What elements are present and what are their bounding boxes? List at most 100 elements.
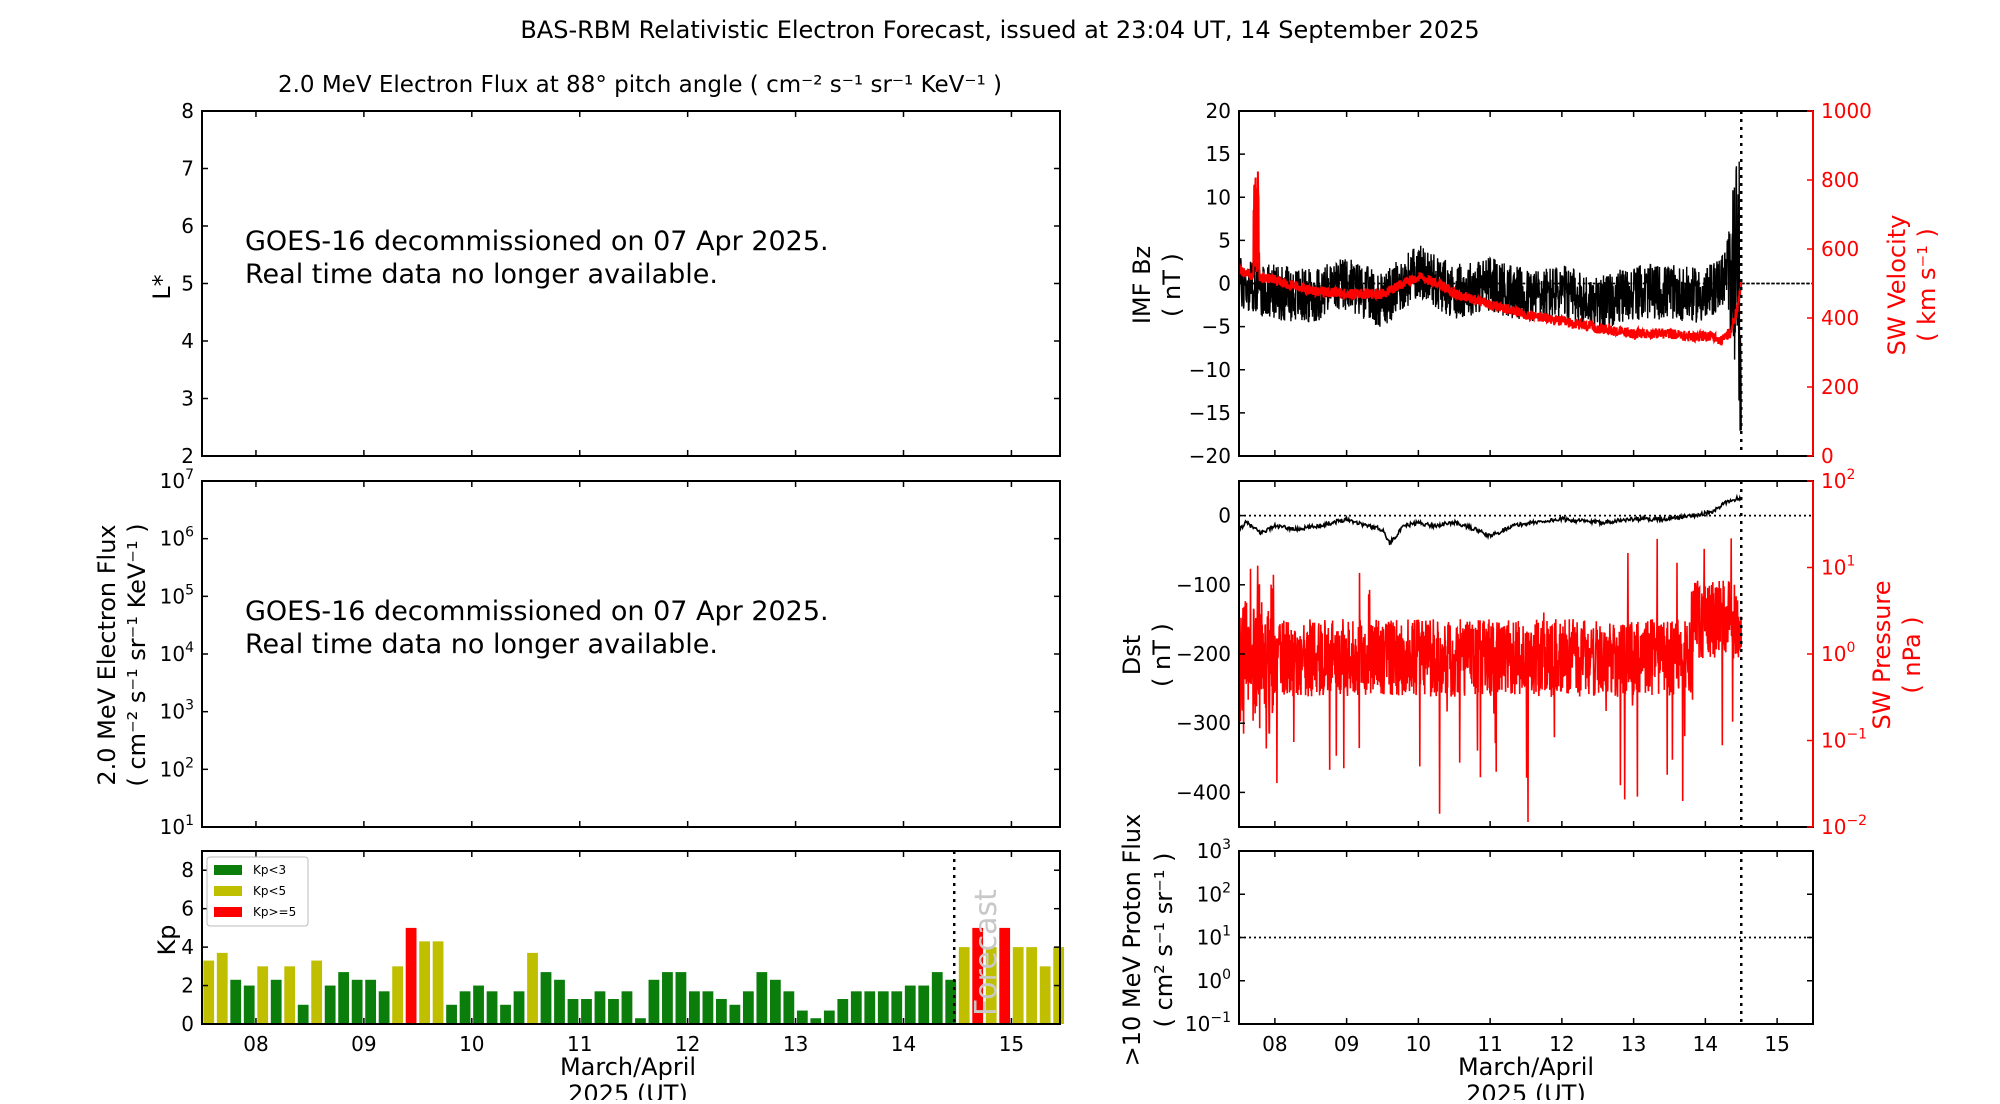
y-tick-label: 106 <box>160 525 194 551</box>
kp-xlabel-line2: 2025 (UT) <box>568 1080 688 1100</box>
kp-bar <box>945 979 957 1024</box>
kp-bar <box>715 999 727 1024</box>
y2-tick-label: 200 <box>1821 375 1859 399</box>
kp-bar <box>203 960 215 1024</box>
kp-bar <box>554 979 565 1024</box>
x-tick-label: 08 <box>243 1032 268 1056</box>
imf-ylabel-line2: ( nT ) <box>1158 253 1186 317</box>
kp-bar <box>783 991 795 1024</box>
y-tick-label: 6 <box>181 214 194 238</box>
y2-tick-label: 400 <box>1821 306 1859 330</box>
lstar-plot-area <box>201 110 1061 457</box>
y2-tick-label: 10−1 <box>1821 727 1867 753</box>
kp-bar <box>837 999 849 1024</box>
y-tick-label: 104 <box>160 640 194 666</box>
kp-bar <box>1012 947 1024 1024</box>
lstar-x-ticks <box>255 111 1013 456</box>
kp-legend: Kp<3 Kp<5 Kp>=5 <box>206 856 309 927</box>
kp-bar <box>742 991 754 1024</box>
y2-tick-label: 101 <box>1821 554 1855 580</box>
sw-velocity-series-line <box>1238 171 1743 346</box>
y2-tick-label: 100 <box>1821 640 1855 666</box>
kp-bar <box>540 972 552 1024</box>
imf-y2label-line1: SW Velocity <box>1883 215 1911 356</box>
x-tick-label: 09 <box>1334 1032 1359 1056</box>
kp-xlabel-line1: March/April <box>560 1053 696 1081</box>
y-tick-label: 15 <box>1206 142 1231 166</box>
kp-bar <box>689 991 700 1024</box>
x-tick-label: 14 <box>1693 1032 1718 1056</box>
kp-bar <box>351 979 363 1024</box>
y-tick-label: 6 <box>181 897 194 921</box>
y-tick-label: −100 <box>1176 573 1231 597</box>
kp-bar <box>378 991 390 1024</box>
y-tick-label: 0 <box>181 1012 194 1036</box>
dst-series-line <box>1238 493 1742 546</box>
y-tick-label: 5 <box>181 272 194 296</box>
y-tick-label: 102 <box>1197 880 1231 906</box>
kp-bar <box>500 1004 511 1024</box>
imf-ylabel-line1: IMF Bz <box>1128 246 1156 324</box>
imf-y2-ticks: 1000 800 600 400 200 0 <box>1807 99 1872 468</box>
y-tick-label: 0 <box>1218 504 1231 528</box>
lstar-notice-line1: GOES-16 decommissioned on 07 Apr 2025. <box>245 226 829 257</box>
y2-tick-label: 0 <box>1821 444 1834 468</box>
kp-bar <box>729 1004 741 1024</box>
lstar-title: 2.0 MeV Electron Flux at 88° pitch angle… <box>278 72 1002 98</box>
kp-bar <box>1026 947 1038 1024</box>
kp-legend-label-1: Kp<5 <box>253 884 286 898</box>
imf-y-ticks: 20 15 10 5 0 −5 −10 −15 −20 <box>1189 99 1245 468</box>
kp-bar <box>230 979 242 1024</box>
y-tick-label: 101 <box>1197 924 1231 950</box>
x-tick-label: 15 <box>1764 1032 1789 1056</box>
kp-bar <box>324 985 336 1024</box>
x-tick-label: 10 <box>1406 1032 1431 1056</box>
kp-bar <box>270 979 282 1024</box>
kp-bar <box>446 1004 457 1024</box>
y-tick-label: 103 <box>1197 837 1231 863</box>
kp-bar <box>702 991 714 1024</box>
flux-y-ticks: 107 106 105 104 103 102 101 <box>160 467 1060 839</box>
kp-bar <box>972 927 984 1024</box>
proton-y-ticks: 103 102 101 100 10−1 <box>1185 837 1813 1036</box>
kp-legend-swatch-green <box>214 865 242 875</box>
kp-plot-frame <box>201 850 1061 1025</box>
kp-bar <box>864 991 876 1024</box>
y-tick-label: 107 <box>160 467 194 493</box>
y-tick-label: 10 <box>1206 185 1231 209</box>
flux-ylabel-line1: 2.0 MeV Electron Flux <box>93 524 121 785</box>
kp-bar <box>594 991 606 1024</box>
lstar-y-ticks: 8 7 6 5 4 3 2 <box>181 99 1060 468</box>
kp-bar <box>392 966 404 1024</box>
kp-bar <box>581 999 592 1024</box>
kp-x-ticks: 08 09 10 11 12 13 14 15 <box>243 851 1024 1056</box>
kp-bar <box>891 991 903 1024</box>
y-tick-label: 8 <box>181 99 194 123</box>
kp-bar <box>284 966 296 1024</box>
lstar-panel: 2.0 MeV Electron Flux at 88° pitch angle… <box>148 72 1061 468</box>
y-tick-label: 10−1 <box>1185 1010 1231 1036</box>
kp-bar <box>1039 966 1051 1024</box>
kp-bar <box>338 972 350 1024</box>
y-tick-label: 2 <box>181 974 194 998</box>
y-tick-label: 2 <box>181 444 194 468</box>
kp-bar <box>904 985 916 1024</box>
kp-bar <box>621 991 633 1024</box>
kp-legend-label-2: Kp>=5 <box>253 905 296 919</box>
x-tick-label: 11 <box>1477 1032 1502 1056</box>
y-tick-label: −20 <box>1189 444 1231 468</box>
sw-pressure-series-line <box>1238 538 1742 823</box>
y2-tick-label: 1000 <box>1821 99 1872 123</box>
dst-y2label-line2: ( nPa ) <box>1898 616 1926 693</box>
kp-bar <box>823 1010 835 1024</box>
kp-bar <box>243 985 255 1024</box>
y-tick-label: 105 <box>160 582 194 608</box>
dst-y-ticks: 0 −100 −200 −300 −400 <box>1176 504 1245 804</box>
x-tick-label: 12 <box>1549 1032 1574 1056</box>
kp-legend-label-0: Kp<3 <box>253 863 286 877</box>
proton-ylabel-line2: ( cm² s⁻¹ sr⁻¹ ) <box>1150 853 1178 1028</box>
y-tick-label: 3 <box>181 387 194 411</box>
y-tick-label: 7 <box>181 157 194 181</box>
kp-bar <box>608 999 619 1024</box>
